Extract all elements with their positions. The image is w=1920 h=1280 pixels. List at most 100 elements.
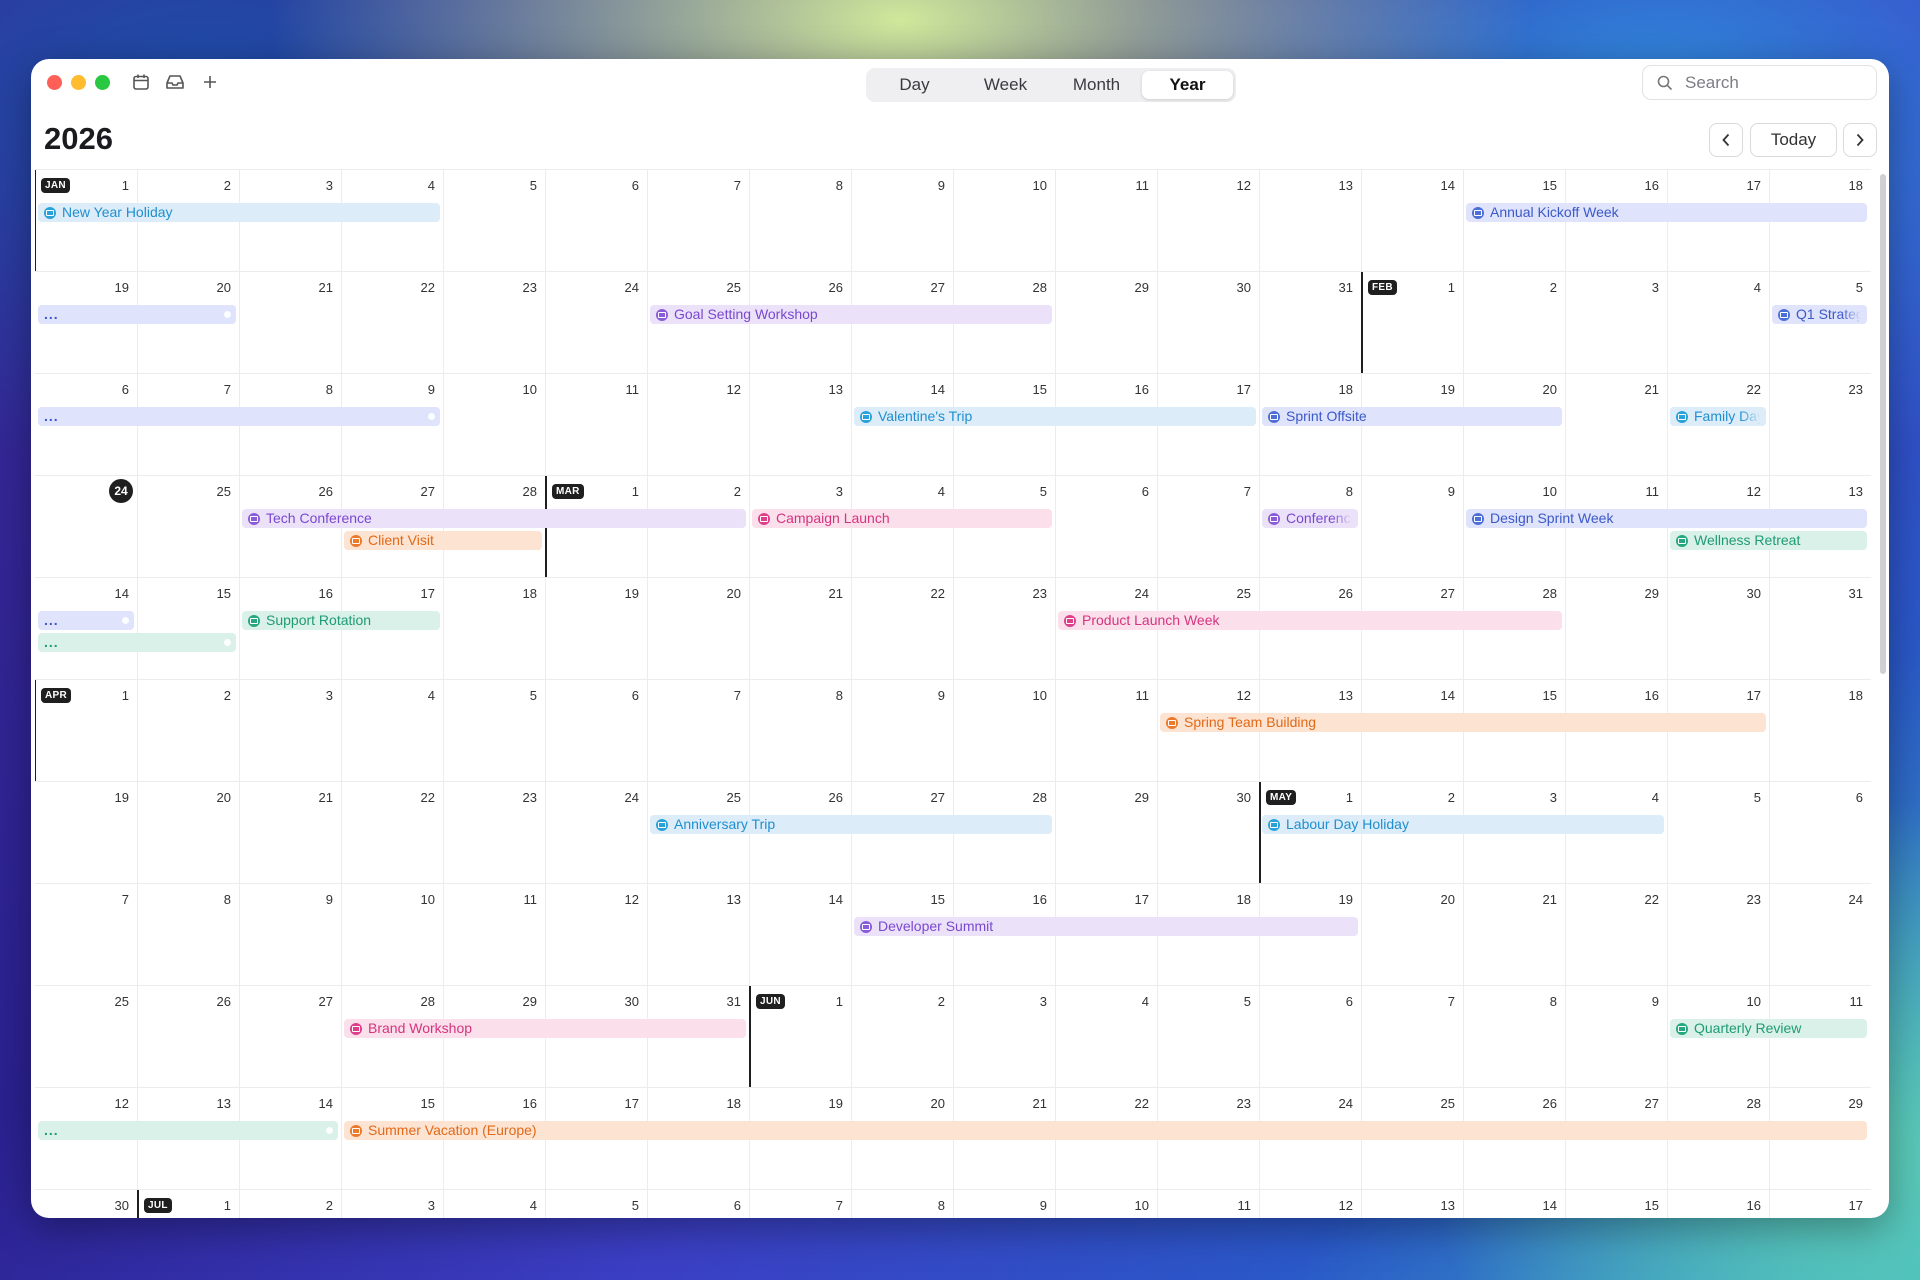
day-cell[interactable]: 21 [1463,884,1565,986]
day-cell[interactable]: 7 [749,1190,851,1218]
day-cell[interactable]: 7 [1157,476,1259,578]
view-week-tab[interactable]: Week [983,75,1028,94]
day-cell[interactable]: 4 [1055,986,1157,1088]
event-bar[interactable]: Wellness Retreat [1670,531,1867,550]
day-cell[interactable]: 6 [647,1190,749,1218]
day-cell[interactable]: 19 [545,578,647,680]
day-cell[interactable]: 15 [851,884,953,986]
view-year-tab[interactable]: Year [1142,71,1233,99]
day-cell[interactable]: 29 [1565,578,1667,680]
search-box[interactable] [1642,65,1877,100]
day-cell[interactable]: 23 [443,272,545,374]
day-cell[interactable]: 14 [851,374,953,476]
day-cell[interactable]: 28 [341,986,443,1088]
day-cell[interactable]: 22 [851,578,953,680]
day-cell[interactable]: 23 [1769,374,1871,476]
day-cell[interactable]: 5 [1157,986,1259,1088]
day-cell[interactable]: 5 [443,170,545,272]
day-cell[interactable]: 14 [1463,1190,1565,1218]
day-cell[interactable]: 9 [851,680,953,782]
day-cell[interactable]: 5 [545,1190,647,1218]
event-continuation[interactable]: ... [38,633,236,652]
event-bar[interactable]: New Year Holiday [38,203,440,222]
event-bar[interactable]: Conference [1262,509,1358,528]
view-day-tab[interactable]: Day [899,75,930,94]
day-cell[interactable]: 16 [1667,1190,1769,1218]
day-cell[interactable]: 21 [1565,374,1667,476]
view-month-tab[interactable]: Month [1072,75,1121,94]
day-cell[interactable]: 11 [1055,680,1157,782]
day-cell[interactable]: 23 [443,782,545,884]
day-cell[interactable]: 22 [1667,374,1769,476]
day-cell[interactable]: 18 [1769,680,1871,782]
day-cell[interactable]: 2 [1463,272,1565,374]
day-cell[interactable]: 2 [851,986,953,1088]
calendar-icon[interactable] [130,71,152,93]
minimize-window-button[interactable] [71,75,86,90]
day-cell[interactable]: 24 [1769,884,1871,986]
day-cell[interactable]: MAY 1 [1259,782,1361,884]
day-cell[interactable]: 24 [1055,578,1157,680]
search-input[interactable] [1683,71,1857,94]
event-continuation[interactable]: ... [38,1121,338,1140]
event-bar[interactable]: Goal Setting Workshop [650,305,1052,324]
day-cell[interactable]: 14 [749,884,851,986]
day-cell[interactable]: 4 [443,1190,545,1218]
day-cell[interactable]: 20 [1361,884,1463,986]
day-cell[interactable]: 22 [341,272,443,374]
day-cell[interactable]: 15 [1463,170,1565,272]
day-cell[interactable]: 9 [1565,986,1667,1088]
event-bar[interactable]: Quarterly Review [1670,1019,1867,1038]
day-cell[interactable]: 18 [1259,374,1361,476]
day-cell[interactable]: 4 [341,680,443,782]
event-bar[interactable]: Anniversary Trip [650,815,1052,834]
vertical-scrollbar[interactable] [1880,174,1886,674]
event-continuation[interactable]: ... [38,407,440,426]
event-bar[interactable]: Tech Conference [242,509,746,528]
previous-button[interactable] [1709,123,1743,157]
day-cell[interactable]: JAN 1 [35,170,137,272]
day-cell[interactable]: 6 [35,374,137,476]
day-cell[interactable]: 3 [239,680,341,782]
day-cell[interactable]: 15 [1565,1190,1667,1218]
event-bar[interactable]: Sprint Offsite [1262,407,1562,426]
day-cell[interactable]: 25 [35,986,137,1088]
day-cell[interactable]: 22 [1565,884,1667,986]
day-cell[interactable]: 19 [35,782,137,884]
day-cell[interactable]: 26 [239,476,341,578]
day-cell[interactable]: 13 [1361,1190,1463,1218]
day-cell[interactable]: 2 [239,1190,341,1218]
day-cell[interactable]: 15 [341,1088,443,1190]
day-cell[interactable]: 25 [647,782,749,884]
day-cell[interactable]: 7 [647,170,749,272]
day-cell[interactable]: 10 [1667,986,1769,1088]
event-bar[interactable]: Design Sprint Week [1466,509,1867,528]
day-cell[interactable]: 7 [1361,986,1463,1088]
day-cell[interactable]: JUL 1 [137,1190,239,1218]
add-event-icon[interactable] [199,71,221,93]
day-cell[interactable]: 8 [137,884,239,986]
day-cell[interactable]: 25 [647,272,749,374]
day-cell[interactable]: 8 [749,170,851,272]
event-bar[interactable]: Client Visit [344,531,542,550]
day-cell[interactable]: 31 [1259,272,1361,374]
day-cell[interactable]: 12 [1259,1190,1361,1218]
day-cell[interactable]: 24 [545,782,647,884]
day-cell[interactable]: 24 [545,272,647,374]
day-cell[interactable]: 7 [35,884,137,986]
day-cell[interactable]: 7 [647,680,749,782]
day-cell[interactable]: 6 [545,680,647,782]
day-cell[interactable]: 17 [1769,1190,1871,1218]
event-bar[interactable]: Family Day [1670,407,1766,426]
day-cell[interactable]: JUN 1 [749,986,851,1088]
day-cell[interactable]: 12 [647,374,749,476]
day-cell[interactable]: 15 [137,578,239,680]
day-cell[interactable]: 5 [1667,782,1769,884]
day-cell[interactable]: 4 [1667,272,1769,374]
day-cell[interactable]: 21 [239,272,341,374]
day-cell[interactable]: 6 [1259,986,1361,1088]
day-cell[interactable]: 9 [239,884,341,986]
day-cell[interactable]: 3 [341,1190,443,1218]
event-bar[interactable]: Product Launch Week [1058,611,1562,630]
day-cell[interactable]: 21 [239,782,341,884]
